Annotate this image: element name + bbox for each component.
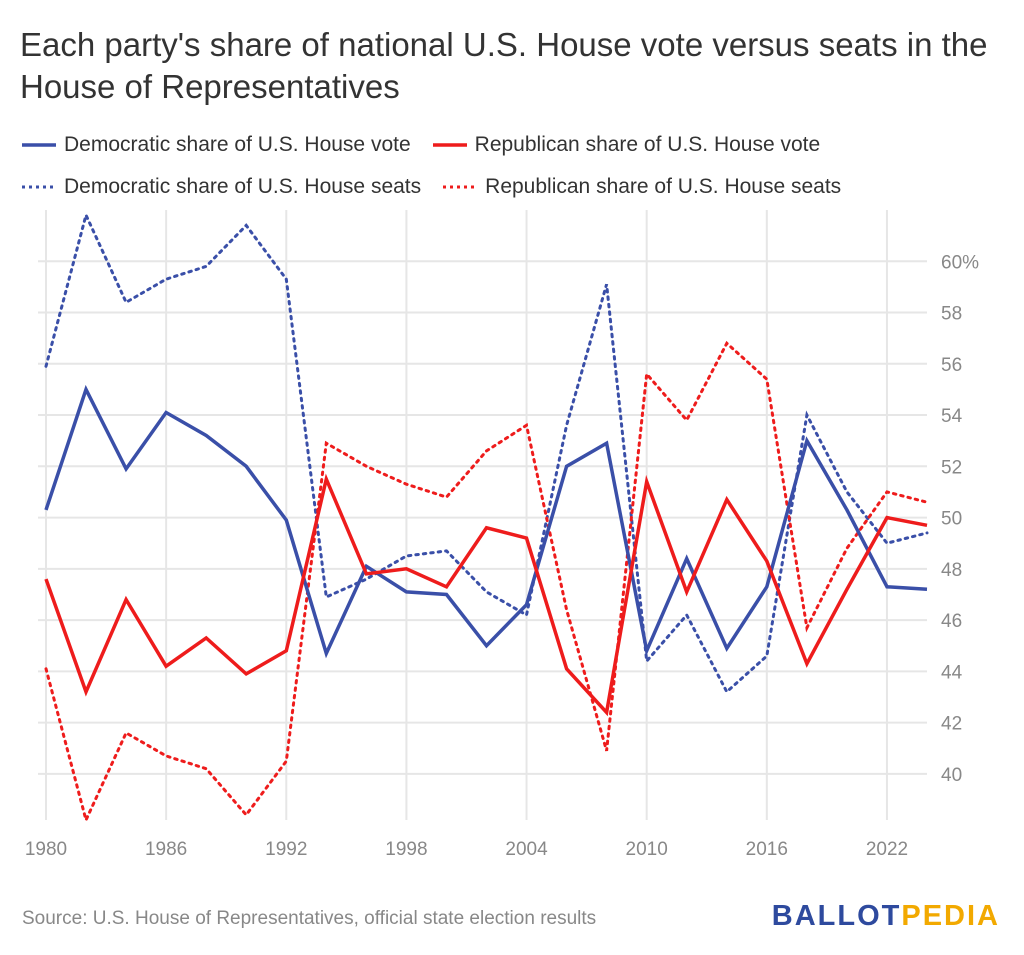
y-tick-label: 46	[941, 611, 962, 632]
x-grid	[45, 210, 888, 820]
x-tick-label: 1980	[25, 839, 67, 860]
y-tick-label: 58	[941, 304, 962, 325]
x-tick-label: 1986	[145, 839, 187, 860]
x-tick-label: 2022	[866, 839, 908, 860]
x-tick-label: 1998	[385, 839, 427, 860]
legend-swatch-dotted-red-icon	[443, 185, 478, 189]
source-note: Source: U.S. House of Representatives, o…	[22, 908, 597, 929]
x-tick-label: 2010	[626, 839, 668, 860]
series-line-0	[44, 384, 928, 659]
y-tick-labels: 40 42 44 46 48 50 52 54 56 58 60%	[941, 252, 979, 786]
legend-label-rep-seats: Republican share of U.S. House seats	[485, 175, 842, 198]
line-chart: 40 42 44 46 48 50 52 54 56 58 60% 1980 1986 1992 1998…	[25, 210, 979, 860]
legend-item-dem-vote: Democratic share of U.S. House vote	[22, 133, 411, 157]
y-tick-label: 40	[941, 765, 962, 786]
y-tick-label: 44	[941, 662, 963, 683]
legend-item-rep-seats: Republican share of U.S. House seats	[443, 175, 841, 199]
chart-title: Each party's share of national U.S. Hous…	[20, 26, 988, 105]
ballotpedia-logo: BALLOTPEDIA	[772, 900, 1000, 933]
legend: Democratic share of U.S. House vote Repu…	[22, 124, 1012, 208]
legend-row-2: Democratic share of U.S. House seats Rep…	[22, 166, 1012, 208]
logo-part-ballot: BALLOT	[771, 900, 902, 932]
x-tick-label: 2016	[746, 839, 788, 860]
x-tick-label: 2004	[505, 839, 548, 860]
x-tick-label: 1992	[265, 839, 307, 860]
logo-part-pedia: PEDIA	[901, 900, 1000, 932]
legend-swatch-solid-blue-icon	[22, 143, 56, 147]
series-line-3	[44, 340, 929, 825]
y-grid	[38, 260, 927, 775]
y-tick-label: 56	[941, 355, 962, 376]
legend-label-dem-seats: Democratic share of U.S. House seats	[64, 175, 422, 198]
legend-label-dem-vote: Democratic share of U.S. House vote	[64, 133, 411, 156]
y-tick-label: 50	[941, 509, 962, 530]
series-lines	[44, 210, 929, 825]
y-tick-label: 52	[941, 457, 962, 478]
legend-item-rep-vote: Republican share of U.S. House vote	[432, 133, 821, 157]
series-line-1	[44, 473, 928, 717]
legend-swatch-solid-red-icon	[432, 143, 467, 147]
y-tick-label: 54	[941, 406, 963, 427]
legend-swatch-dotted-blue-icon	[22, 185, 56, 189]
legend-row-1: Democratic share of U.S. House vote Repu…	[22, 124, 1012, 166]
legend-item-dem-seats: Democratic share of U.S. House seats	[22, 175, 421, 199]
x-tick-labels: 1980 1986 1992 1998 2004 2010 2016 2022	[25, 839, 908, 860]
y-tick-label: 60%	[941, 252, 979, 273]
legend-label-rep-vote: Republican share of U.S. House vote	[474, 133, 821, 156]
y-tick-label: 42	[941, 714, 962, 735]
y-tick-label: 48	[941, 560, 962, 581]
